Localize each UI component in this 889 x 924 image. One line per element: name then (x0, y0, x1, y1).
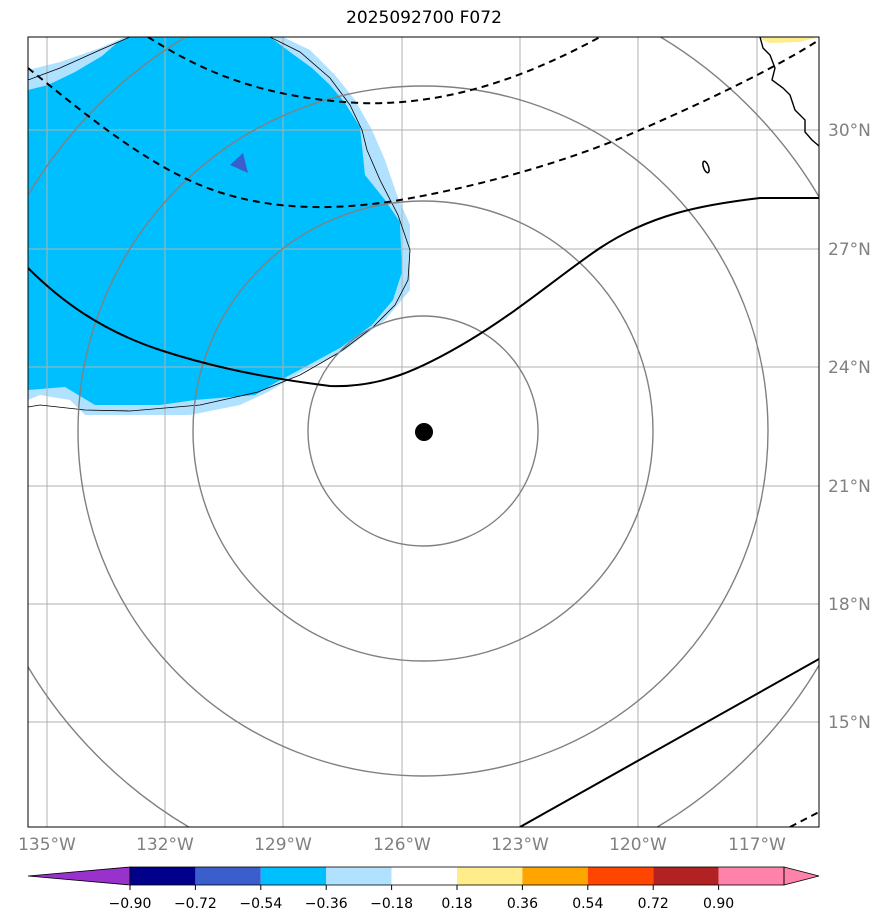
longitude-labels: 135°W 132°W 129°W 126°W 123°W 120°W 117°… (18, 835, 786, 855)
contour-dashed-2 (28, 39, 819, 209)
colorbar: −0.90 −0.72 −0.54 −0.36 −0.18 0.18 0.36 … (27, 866, 820, 912)
lon-label: 117°W (728, 835, 786, 855)
colorbar-segment (653, 867, 719, 885)
colorbar-segment (130, 867, 196, 885)
anomaly-region (28, 37, 402, 405)
lon-label: 126°W (373, 835, 431, 855)
colorbar-segment (587, 867, 654, 885)
anomaly-outline (28, 37, 411, 412)
colorbar-label: −0.90 (109, 896, 152, 912)
lon-label: 129°W (254, 835, 312, 855)
map-title: 2025092700 F072 (346, 8, 502, 28)
colorbar-label: −0.18 (370, 896, 413, 912)
coastline (759, 37, 819, 147)
positive-anomaly (757, 37, 819, 43)
lat-label: 30°N (828, 121, 871, 141)
lat-label: 24°N (828, 358, 871, 378)
contour-solid-2 (519, 658, 819, 827)
lon-label: 135°W (18, 835, 76, 855)
map-area (28, 37, 819, 827)
lat-label: 15°N (828, 713, 871, 733)
lon-label: 123°W (491, 835, 549, 855)
lat-label: 27°N (828, 240, 871, 260)
colorbar-label: −0.36 (305, 896, 348, 912)
contour-dashed-3 (789, 811, 819, 827)
colorbar-segment (457, 867, 523, 885)
lat-label: 21°N (828, 477, 871, 497)
colorbar-label: −0.54 (239, 896, 282, 912)
storm-center-marker (415, 423, 433, 441)
colorbar-segment (260, 867, 327, 885)
colorbar-segment (326, 867, 392, 885)
colorbar-label: 0.90 (703, 896, 734, 912)
colorbar-label: 0.72 (638, 896, 669, 912)
colorbar-segment (522, 867, 588, 885)
colorbar-extend-high (783, 866, 820, 886)
colorbar-label: 0.36 (507, 896, 538, 912)
contour-small-loop (702, 160, 710, 174)
latitude-labels: 30°N 27°N 24°N 21°N 18°N 15°N (828, 121, 871, 733)
anomaly-patch-dark (230, 153, 248, 173)
lat-label: 18°N (828, 595, 871, 615)
lon-label: 120°W (609, 835, 667, 855)
colorbar-segment (718, 867, 784, 885)
colorbar-extend-low (27, 866, 131, 886)
colorbar-segment (391, 867, 457, 885)
contour-solid-1 (28, 197, 819, 388)
colorbar-label: 0.18 (441, 896, 472, 912)
map-frame (27, 36, 820, 828)
lon-label: 132°W (136, 835, 194, 855)
colorbar-label: −0.72 (174, 896, 217, 912)
range-rings (28, 37, 819, 827)
colorbar-ticks (129, 885, 720, 890)
graticule (28, 37, 819, 827)
contour-dashed-1 (147, 37, 601, 105)
colorbar-label: 0.54 (572, 896, 603, 912)
colorbar-segment (195, 867, 261, 885)
